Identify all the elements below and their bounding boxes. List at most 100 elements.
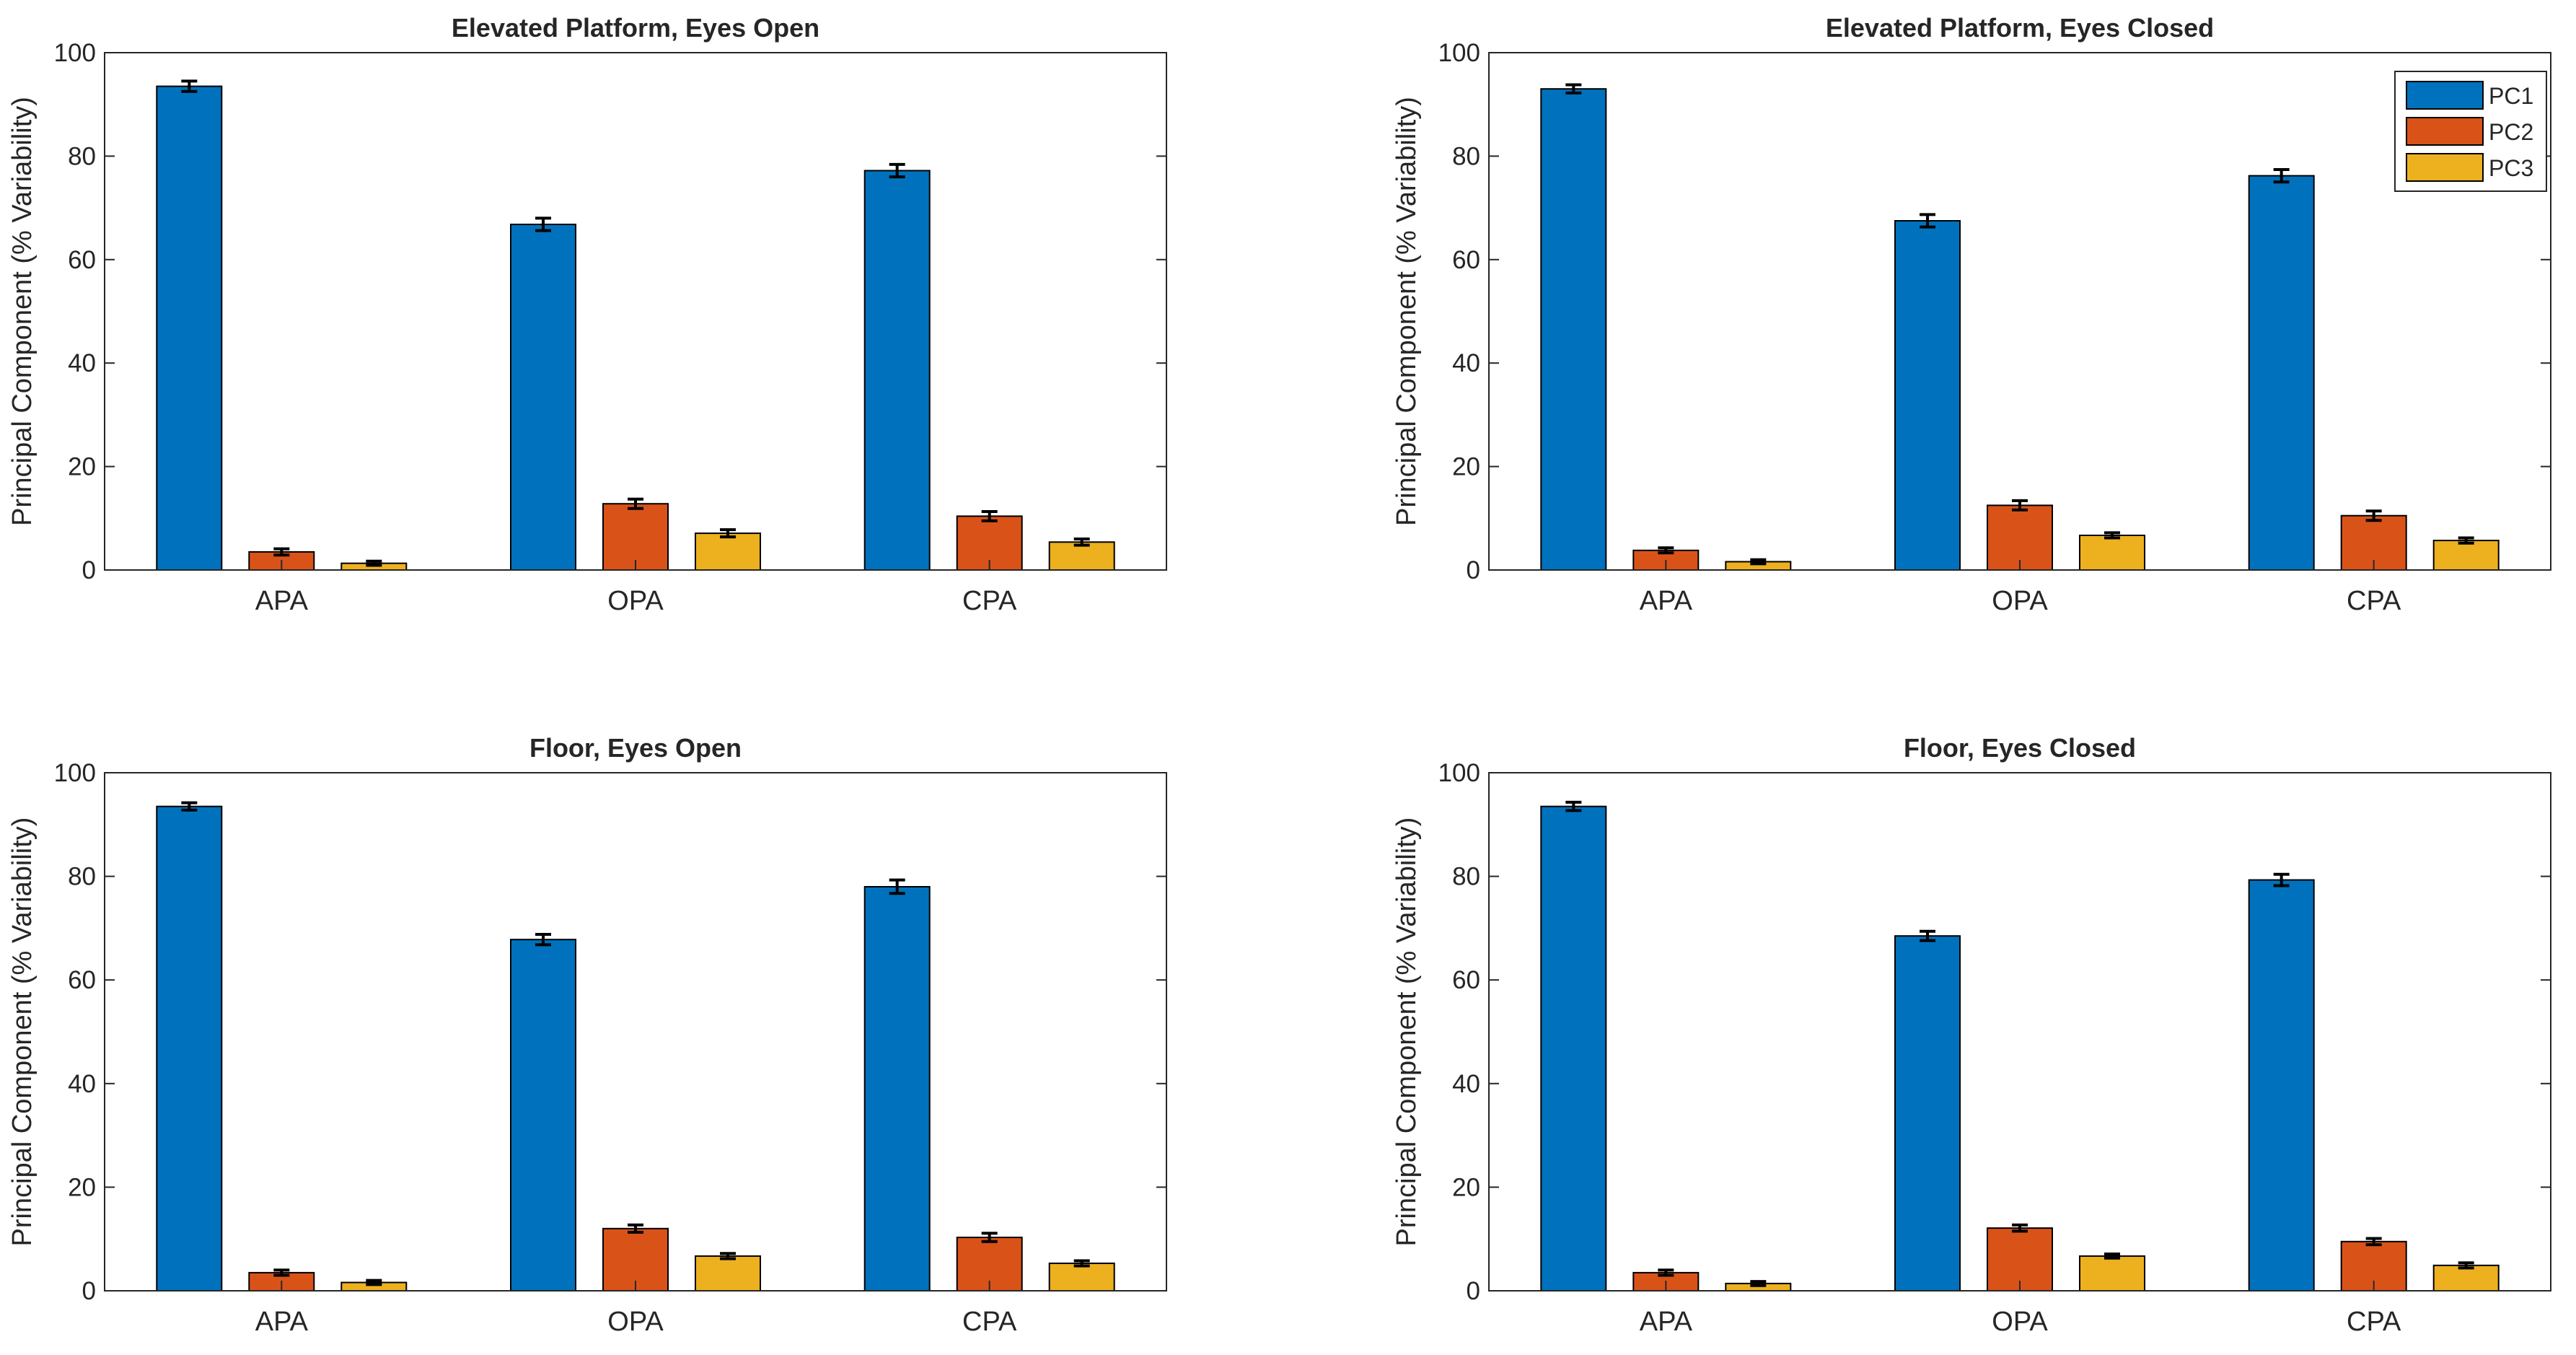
y-tick-label: 0 [1467,556,1480,584]
errorbar-pc1-cpa [889,878,905,895]
errorbar-pc2-apa [273,1268,290,1277]
errorbar-pc1-opa [535,933,551,947]
bar-pc1-cpa [863,170,931,571]
y-tick-label: 40 [1452,349,1480,377]
x-tick-label: OPA [607,586,664,616]
x-tick-label: APA [255,586,309,616]
bar-pc1-opa [1894,935,1961,1292]
y-tick-label: 80 [1452,863,1480,891]
errorbar-pc3-apa [1750,1280,1767,1287]
errorbar-pc1-cpa [2273,168,2290,184]
errorbar-pc2-opa [2012,499,2028,512]
y-tick-label: 100 [1438,39,1480,67]
errorbar-pc2-cpa [981,510,998,522]
y-tick-label: 60 [1452,966,1480,994]
plot-area [1489,773,2551,1291]
chart-title: Floor, Eyes Closed [1904,733,2136,763]
errorbar-pc3-opa [2104,531,2120,540]
x-tick-label: APA [1640,1307,1693,1337]
chart-panel-4: APA OPA CPA 0 20 40 60 80 100 Floor, Eyes Closed P… [1392,733,2551,1337]
legend: PC1 PC2 PC3 [2394,71,2547,192]
legend-swatch-pc1 [2406,81,2484,110]
bar-pc1-apa [156,805,223,1292]
bar-pc3-opa [2079,1255,2145,1292]
legend-swatch-pc2 [2406,117,2484,146]
bar-pc1-apa [156,85,223,571]
errorbar-pc3-apa [366,559,382,567]
y-tick-label: 20 [68,1173,96,1201]
y-tick-label: 80 [68,863,96,891]
y-tick-label: 100 [1438,759,1480,787]
bar-pc1-opa [510,224,576,571]
errorbar-pc3-apa [1750,558,1767,566]
chart-panel-2: APA OPA CPA 0 20 40 60 80 100 Elevated Platform, … [1392,13,2551,616]
y-tick-label: 0 [1467,1277,1480,1305]
bar-pc1-apa [1540,88,1607,571]
y-tick-label: 20 [68,453,96,481]
bar-pc1-opa [1894,220,1961,571]
errorbar-pc3-opa [2104,1253,2120,1260]
legend-swatch-pc3 [2406,153,2484,182]
errorbar-pc1-opa [1920,929,1935,942]
errorbar-pc1-opa [1920,213,1935,229]
axes-frame [104,772,1167,1292]
x-tick-label: OPA [607,1307,664,1337]
plot-area [105,773,1166,1291]
errorbar-pc2-cpa [2365,1237,2382,1247]
bar-pc3-cpa [2432,540,2500,571]
errorbar-pc2-cpa [981,1232,998,1243]
y-tick-label: 80 [1452,142,1480,170]
errorbar-pc1-cpa [889,162,905,179]
y-tick-label: 0 [82,556,96,584]
plot-area [105,53,1166,570]
errorbar-pc2-apa [1658,546,1674,555]
x-tick-label: CPA [2347,586,2401,616]
errorbar-pc1-opa [535,216,551,232]
errorbar-pc1-apa [181,79,198,93]
y-tick-label: 40 [68,1070,96,1098]
y-tick-label: 40 [1452,1070,1480,1098]
y-tick-label: 60 [68,246,96,274]
y-tick-label: 60 [68,966,96,994]
axes-frame [104,52,1167,571]
errorbar-pc2-opa [628,497,643,510]
bar-pc3-cpa [1048,1262,1115,1292]
errorbar-pc2-cpa [2365,509,2382,522]
chart-panel-3: APA OPA CPA 0 20 40 60 80 100 Floor, Eyes Open Pri… [7,733,1167,1337]
bar-pc1-apa [1540,805,1607,1292]
bar-pc3-opa [695,1255,761,1292]
errorbar-pc2-opa [2012,1223,2028,1233]
chart-title: Elevated Platform, Eyes Closed [1826,13,2214,43]
bar-pc3-cpa [1048,541,1115,571]
x-tick-label: OPA [1992,586,2048,616]
x-tick-label: CPA [2347,1307,2401,1337]
bar-pc2-opa [1987,1227,2053,1292]
y-tick-label: 100 [54,39,96,67]
y-tick-label: 20 [1452,1173,1480,1201]
axes-frame [1488,772,2551,1292]
bar-pc2-opa [602,1227,669,1292]
chart-title: Floor, Eyes Open [529,733,742,763]
errorbar-pc3-cpa [2458,1261,2474,1270]
y-axis-label: Principal Component (% Variability) [7,817,38,1247]
y-tick-label: 0 [82,1277,96,1305]
errorbar-pc3-opa [720,1252,736,1260]
errorbar-pc3-cpa [1073,1259,1090,1268]
axes-frame [1488,52,2551,571]
errorbar-pc2-apa [1658,1268,1674,1277]
y-tick-label: 40 [68,349,96,377]
errorbar-pc1-apa [1565,800,1582,812]
bar-pc1-cpa [2248,879,2315,1292]
y-tick-label: 20 [1452,453,1480,481]
errorbar-pc3-cpa [2458,536,2474,545]
bar-pc3-cpa [2432,1264,2500,1292]
errorbar-pc3-apa [366,1279,382,1286]
errorbar-pc1-apa [1565,83,1582,95]
errorbar-pc2-apa [273,547,290,557]
errorbar-pc3-cpa [1073,538,1090,547]
bar-pc1-cpa [863,886,931,1292]
x-tick-label: OPA [1992,1307,2048,1337]
legend-label-pc3: PC3 [2489,155,2533,181]
y-tick-label: 100 [54,759,96,787]
bar-pc3-opa [695,532,761,571]
